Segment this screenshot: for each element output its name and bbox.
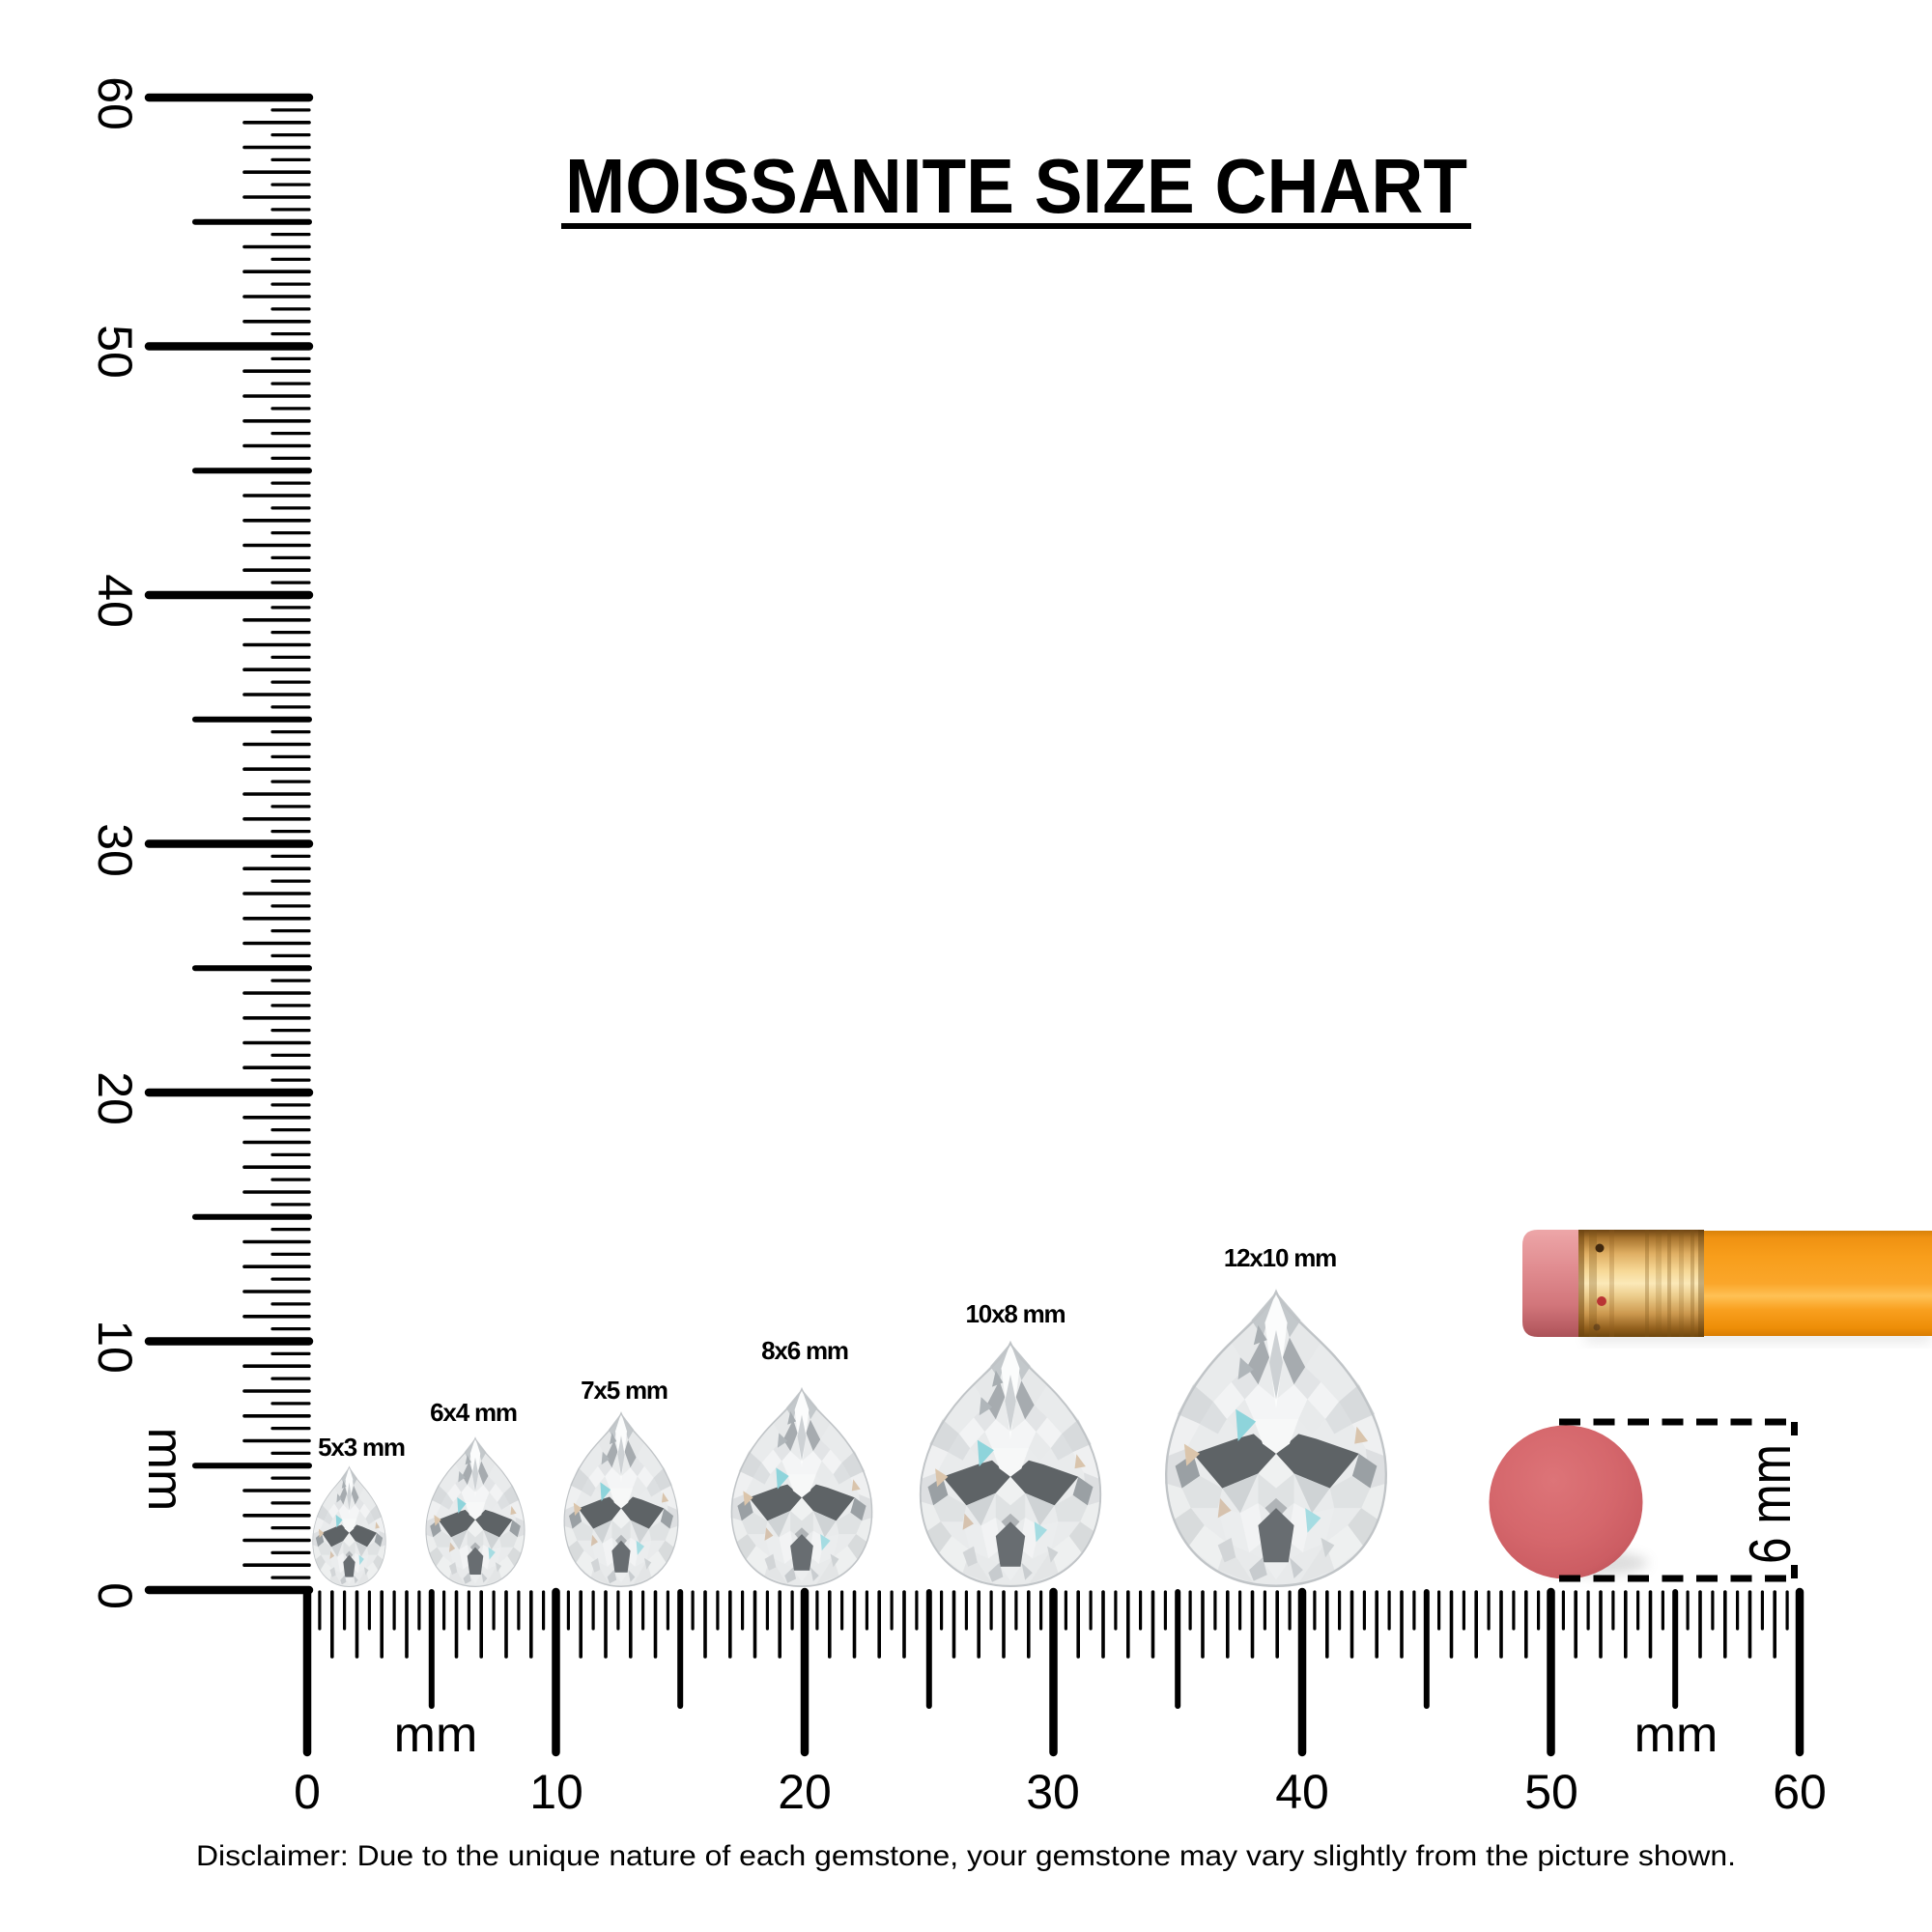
svg-text:mm: mm — [137, 1428, 193, 1512]
svg-text:0: 0 — [294, 1765, 321, 1819]
svg-text:mm: mm — [1634, 1707, 1719, 1763]
svg-text:20: 20 — [88, 1071, 142, 1125]
svg-text:60: 60 — [88, 76, 142, 130]
svg-text:10x8 mm: 10x8 mm — [966, 1299, 1065, 1328]
svg-text:10: 10 — [529, 1765, 583, 1819]
svg-text:40: 40 — [1275, 1765, 1329, 1819]
svg-text:Disclaimer: Due to the unique: Disclaimer: Due to the unique nature of … — [196, 1840, 1736, 1872]
svg-text:30: 30 — [88, 823, 142, 877]
svg-text:MOISSANITE SIZE CHART: MOISSANITE SIZE CHART — [565, 143, 1467, 229]
svg-text:20: 20 — [778, 1765, 832, 1819]
svg-text:7x5 mm: 7x5 mm — [581, 1376, 668, 1405]
svg-text:6 mm: 6 mm — [1738, 1444, 1803, 1564]
svg-text:6x4 mm: 6x4 mm — [430, 1398, 517, 1427]
svg-text:5x3 mm: 5x3 mm — [318, 1433, 405, 1462]
svg-text:0: 0 — [88, 1582, 142, 1609]
svg-text:50: 50 — [1524, 1765, 1578, 1819]
svg-text:mm: mm — [394, 1707, 478, 1763]
svg-text:60: 60 — [1773, 1765, 1827, 1819]
svg-text:30: 30 — [1026, 1765, 1080, 1819]
svg-text:50: 50 — [88, 325, 142, 379]
svg-text:8x6 mm: 8x6 mm — [761, 1336, 848, 1365]
svg-text:10: 10 — [88, 1320, 142, 1374]
svg-text:12x10 mm: 12x10 mm — [1224, 1243, 1336, 1272]
svg-text:40: 40 — [88, 574, 142, 628]
